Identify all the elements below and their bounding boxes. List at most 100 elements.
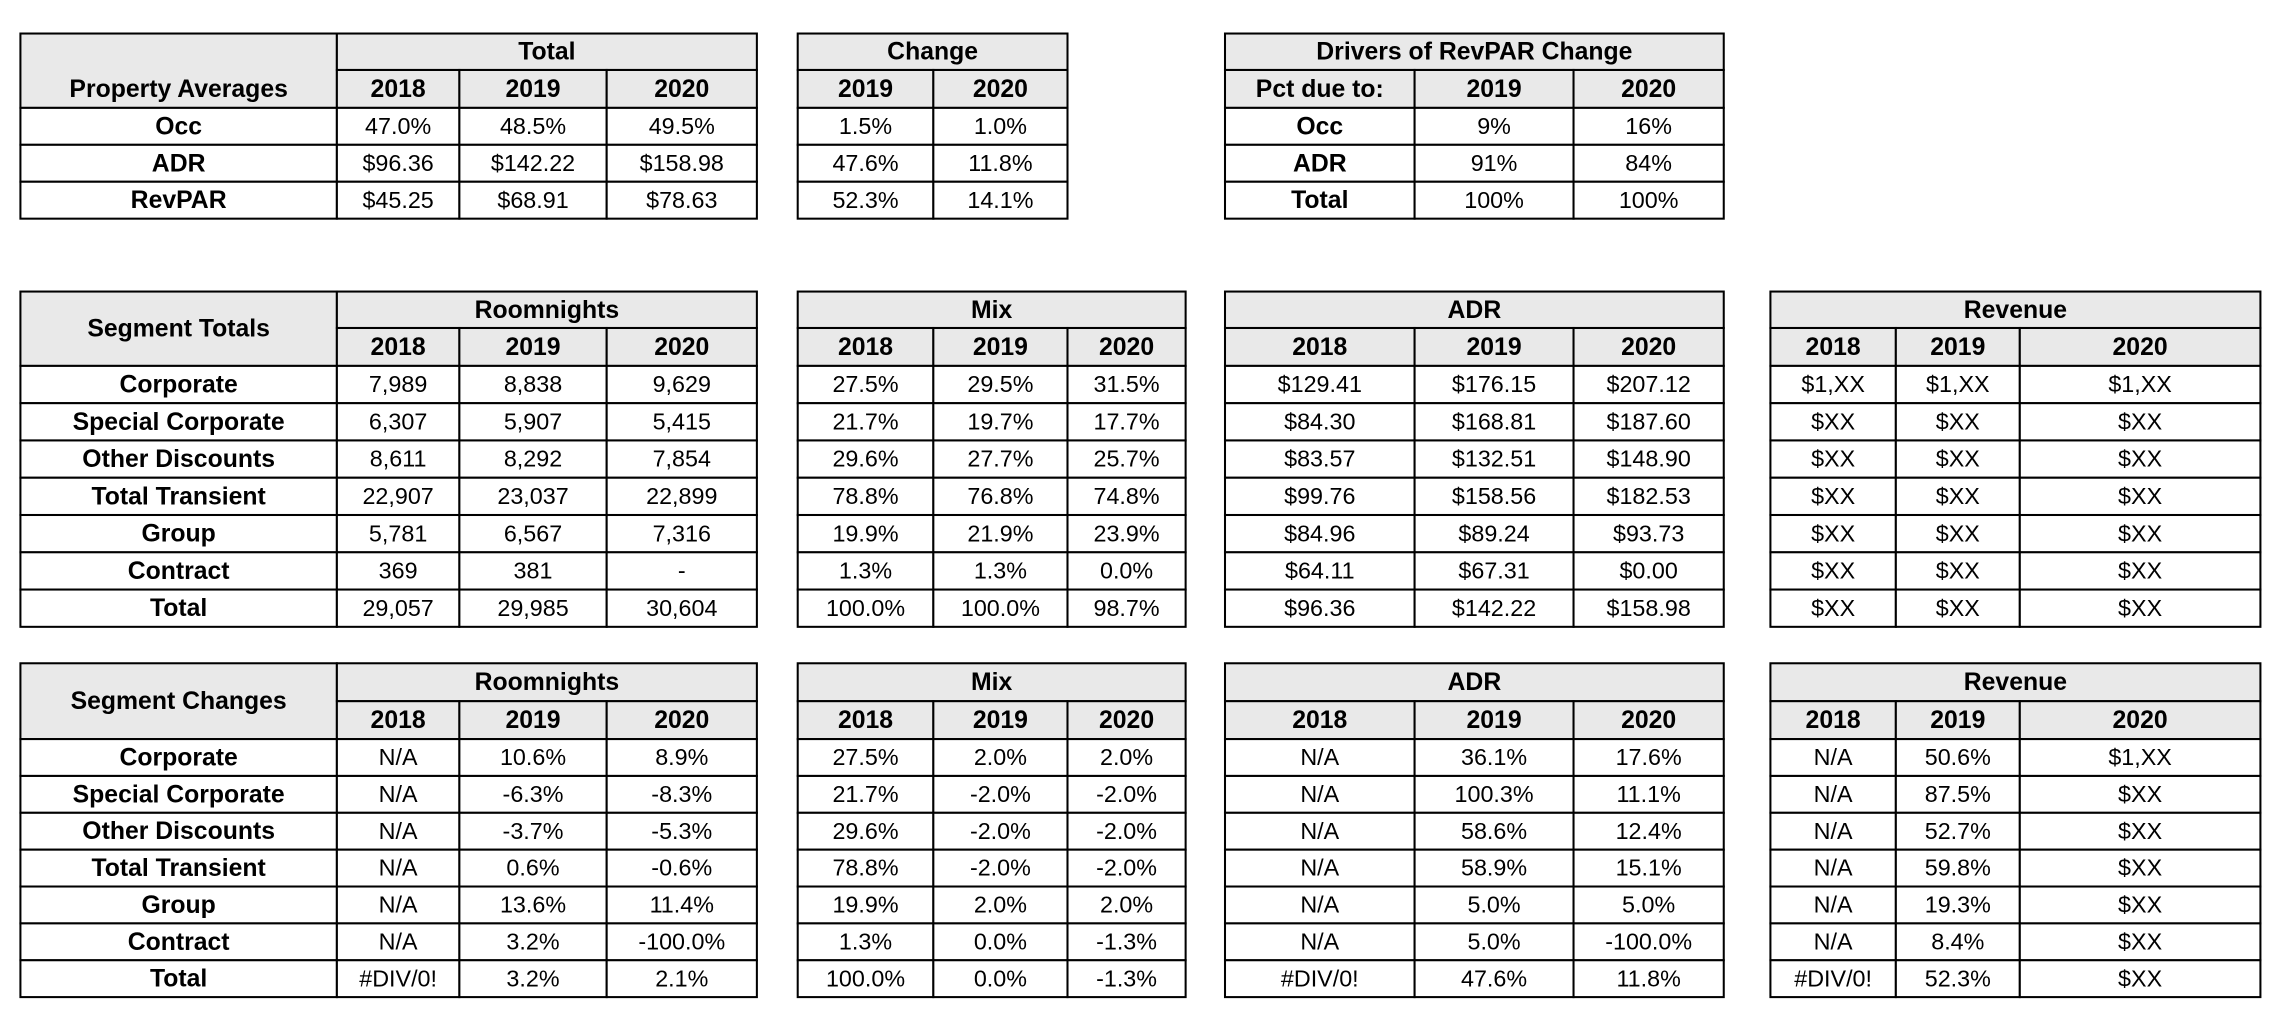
cell-value-cell xyxy=(1769,439,1897,479)
cell-value-cell xyxy=(1066,364,1187,405)
cell-value: 8.4% xyxy=(1931,928,1984,954)
cell-value-cell xyxy=(458,551,608,591)
cell-value: $XX xyxy=(1811,408,1856,434)
cell-value-cell xyxy=(335,402,461,442)
column-header: 2020 xyxy=(2113,334,2168,361)
column-header: 2020 xyxy=(1621,76,1676,103)
cell-value: 19.9% xyxy=(832,520,898,546)
cell-value: 25.7% xyxy=(1094,446,1160,472)
group-title-cell xyxy=(335,662,758,703)
cell-value: 17.6% xyxy=(1616,744,1682,770)
cell-value: 74.8% xyxy=(1094,483,1160,509)
cell-value-cell xyxy=(1894,811,2021,851)
cell-value-cell xyxy=(2018,588,2262,628)
cell-value-cell xyxy=(1413,588,1575,628)
cell-value: 22,907 xyxy=(362,483,433,509)
column-header-cell xyxy=(335,326,461,367)
cell-value: 7,989 xyxy=(369,371,427,397)
cell-value: $158.56 xyxy=(1452,483,1536,509)
row-label: Group xyxy=(141,892,215,919)
cell-value: N/A xyxy=(1300,928,1339,954)
cell-value-cell xyxy=(2018,551,2262,591)
cell-value-cell xyxy=(458,476,608,517)
cell-value: $XX xyxy=(2118,928,2163,954)
cell-value: 7,316 xyxy=(653,520,711,546)
cell-value: $XX xyxy=(1936,483,1981,509)
cell-value: 1.5% xyxy=(839,113,892,139)
cell-value-cell xyxy=(1066,738,1187,777)
cell-value-cell xyxy=(796,551,935,591)
cell-value: $84.96 xyxy=(1284,520,1355,546)
cell-value: 6,567 xyxy=(504,520,562,546)
column-header: 2019 xyxy=(1930,707,1985,734)
cell-value: -2.0% xyxy=(970,781,1031,807)
row-label: Special Corporate xyxy=(73,409,285,436)
cell-value-cell xyxy=(1894,439,2021,479)
cell-value-cell xyxy=(796,588,935,628)
cell-value: $XX xyxy=(2118,483,2163,509)
cell-value: 10.6% xyxy=(500,744,566,770)
group-title-cell xyxy=(1769,290,2262,330)
cell-value-cell xyxy=(1066,959,1187,999)
cell-value: $XX xyxy=(2118,781,2163,807)
cell-value-cell xyxy=(1066,811,1187,851)
column-header-cell xyxy=(1413,700,1575,741)
cell-value: 100% xyxy=(1619,187,1679,213)
column-header: 2020 xyxy=(1621,707,1676,734)
cell-value: $XX xyxy=(1936,558,1981,584)
cell-value-cell xyxy=(1413,885,1575,925)
cell-value: $XX xyxy=(1811,595,1856,621)
cell-value: 30,604 xyxy=(646,595,717,621)
cell-value: $96.36 xyxy=(362,150,433,176)
cell-value: 36.1% xyxy=(1461,744,1527,770)
cell-value: N/A xyxy=(1300,781,1339,807)
column-header: 2019 xyxy=(973,707,1028,734)
cell-value: $XX xyxy=(1936,595,1981,621)
cell-value-cell xyxy=(2018,439,2262,479)
cell-value-cell xyxy=(2018,513,2262,554)
column-header: 2020 xyxy=(1099,334,1154,361)
cell-value-cell xyxy=(932,106,1069,146)
cell-value-cell xyxy=(1066,476,1187,517)
cell-value-cell xyxy=(796,959,935,999)
cell-value: 21.9% xyxy=(967,520,1033,546)
cell-value: $XX xyxy=(2118,558,2163,584)
row-label-cell xyxy=(19,402,338,442)
row-label: Group xyxy=(141,521,215,548)
row-label: Total xyxy=(150,595,207,622)
cell-value-cell xyxy=(1066,848,1187,888)
cell-value: N/A xyxy=(1300,818,1339,844)
cell-value-cell xyxy=(932,513,1069,554)
cell-value: 98.7% xyxy=(1094,595,1160,621)
cell-value-cell xyxy=(1572,885,1725,925)
row-label: ADR xyxy=(152,150,206,177)
row-label: Corporate xyxy=(119,372,237,399)
cell-value: $XX xyxy=(1811,558,1856,584)
cell-value: $78.63 xyxy=(646,187,717,213)
cell-value: N/A xyxy=(1300,744,1339,770)
cell-value-cell xyxy=(1769,513,1897,554)
cell-value: $XX xyxy=(2118,520,2163,546)
cell-value: N/A xyxy=(379,744,418,770)
cell-value-cell xyxy=(1413,848,1575,888)
cell-value-cell xyxy=(932,811,1069,851)
cell-value: $83.57 xyxy=(1284,446,1355,472)
group-title: ADR xyxy=(1448,297,1502,324)
column-header: 2018 xyxy=(1292,334,1347,361)
cell-value: $187.60 xyxy=(1606,408,1690,434)
cell-value: 27.5% xyxy=(832,744,898,770)
cell-value: 0.0% xyxy=(1100,558,1153,584)
cell-value: 58.6% xyxy=(1461,818,1527,844)
cell-value: 29.5% xyxy=(967,371,1033,397)
cell-value: N/A xyxy=(1814,781,1853,807)
cell-value-cell xyxy=(1769,922,1897,962)
cell-value: N/A xyxy=(1814,744,1853,770)
cell-value: 21.7% xyxy=(832,408,898,434)
group-title-cell xyxy=(796,662,1187,703)
cell-value: 48.5% xyxy=(500,113,566,139)
row-label: Contract xyxy=(128,929,230,956)
cell-value-cell xyxy=(796,364,935,405)
row-label-cell xyxy=(1223,106,1416,146)
cell-value: 5,781 xyxy=(369,520,427,546)
cell-value: $1,XX xyxy=(1926,371,1990,397)
